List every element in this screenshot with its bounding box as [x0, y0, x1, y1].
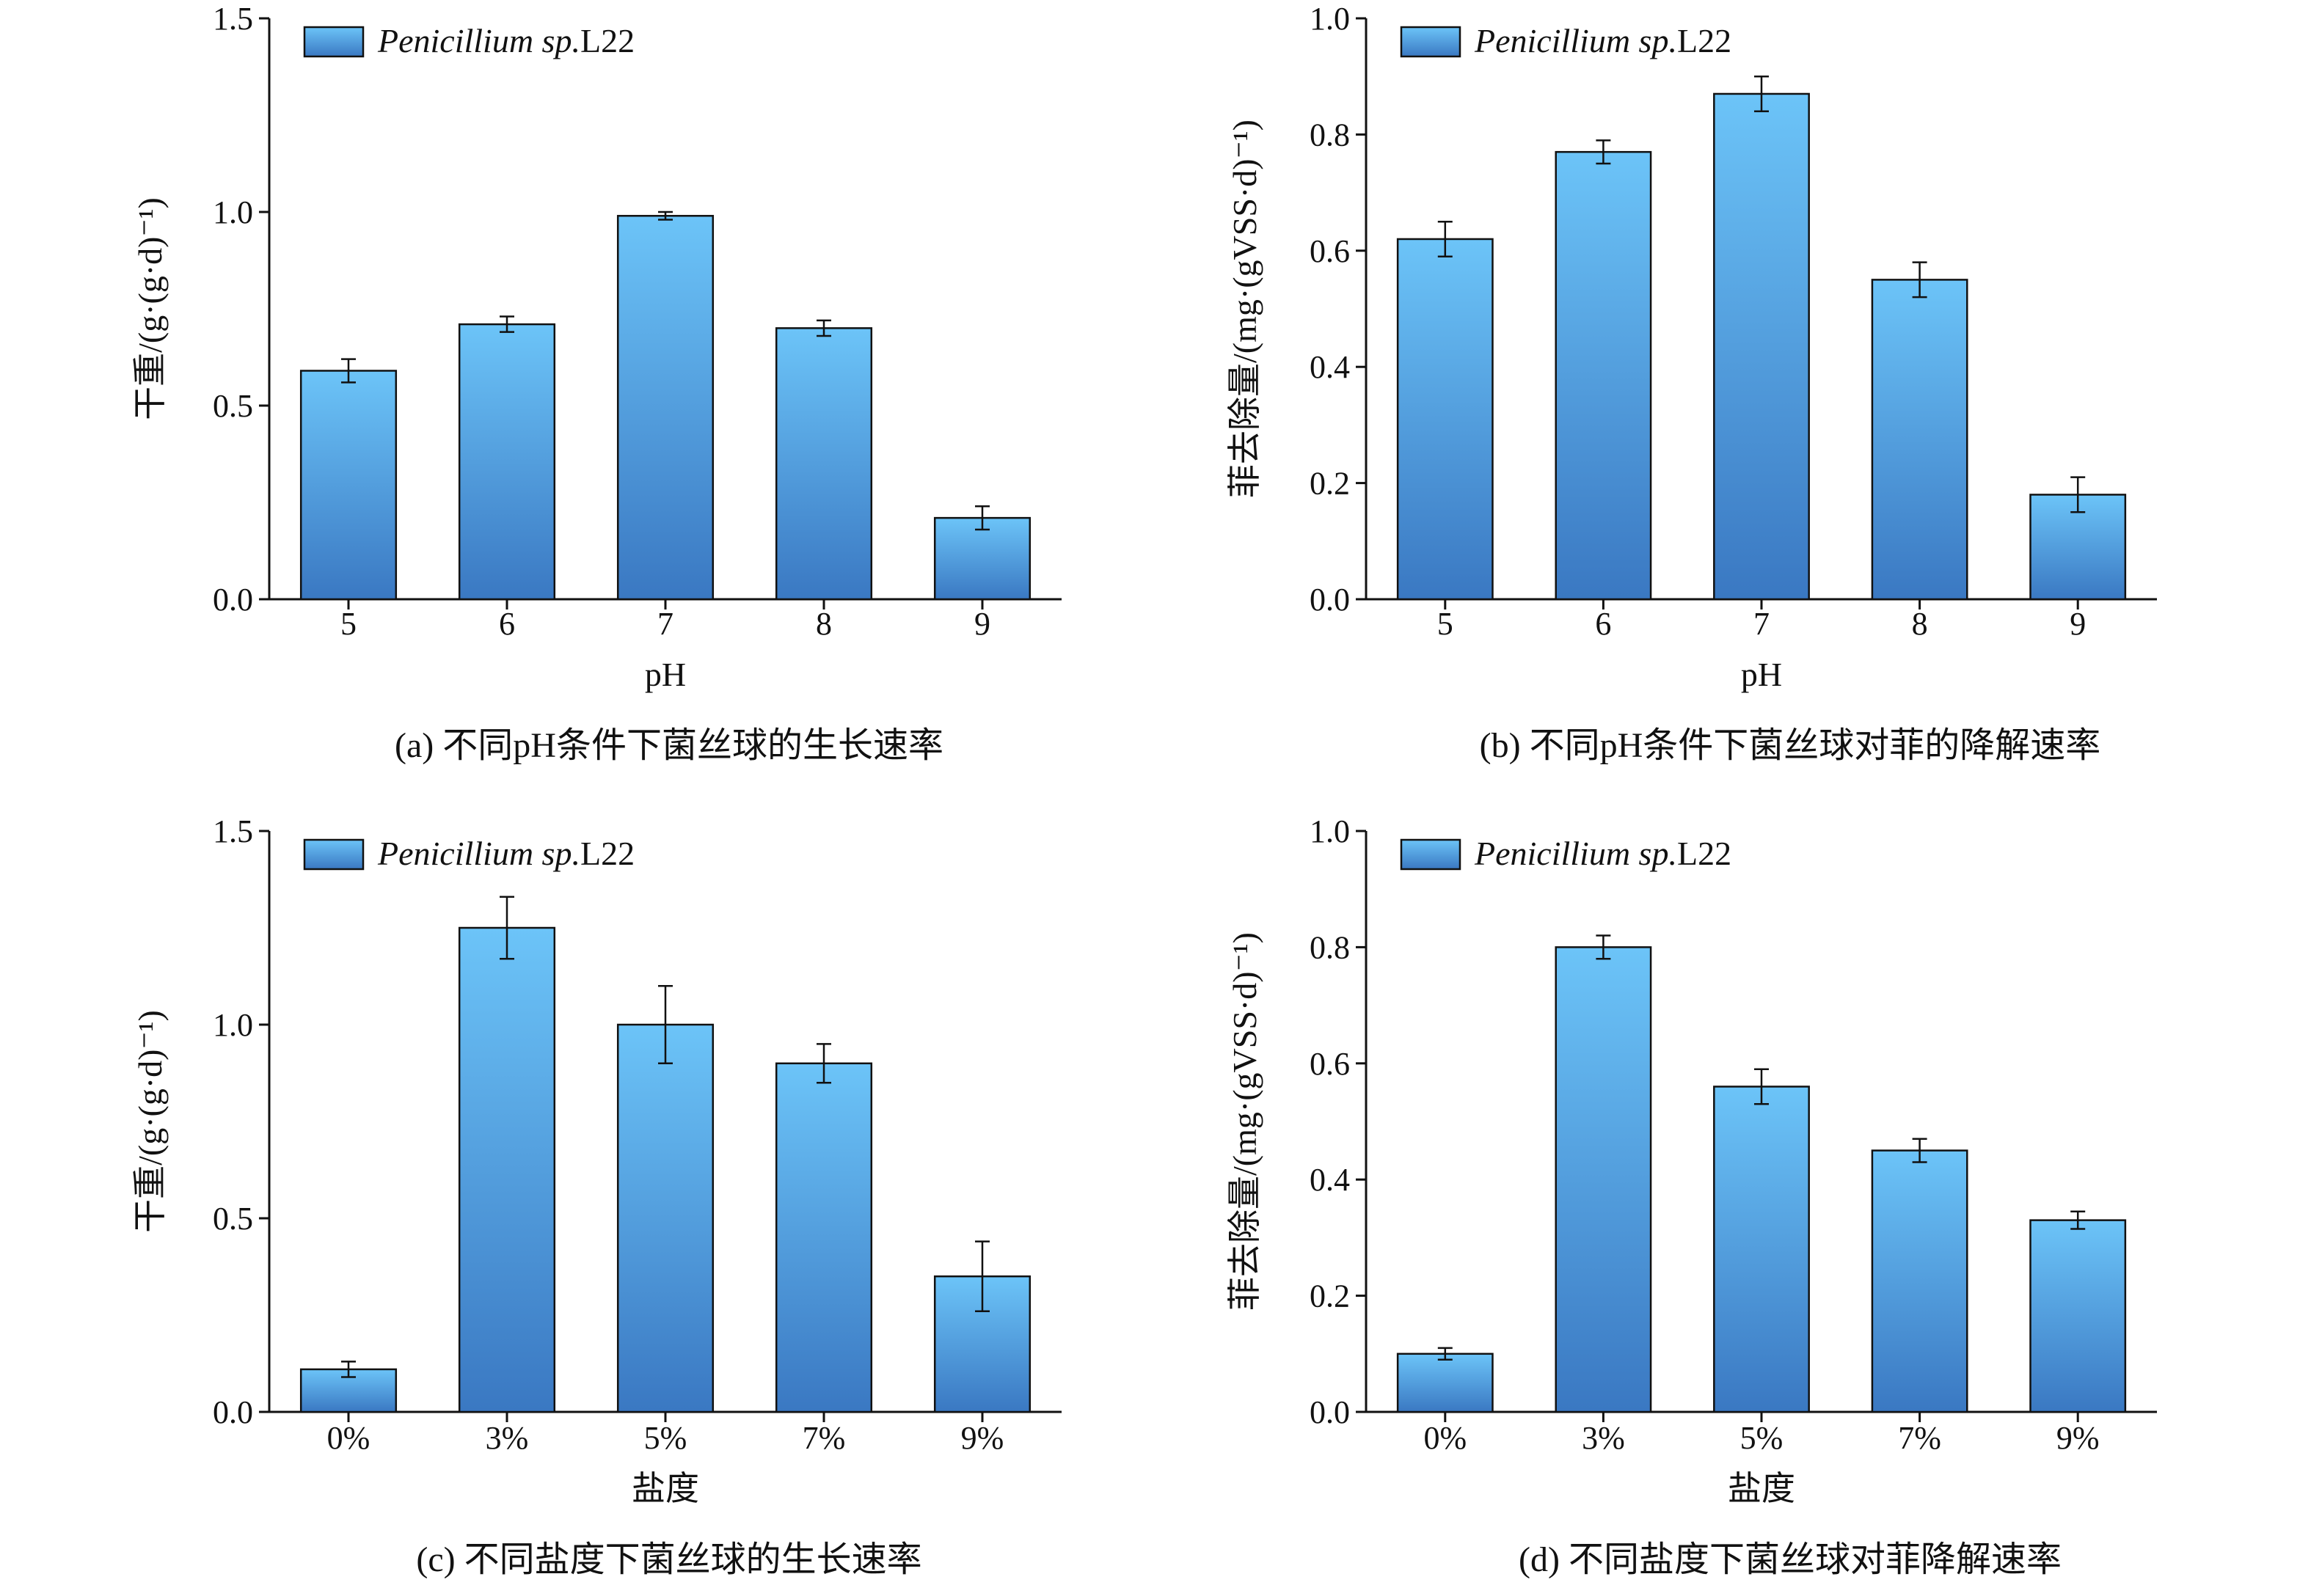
y-tick-label: 0.5	[213, 388, 253, 424]
x-tick-label: 9	[2070, 606, 2086, 642]
y-axis-title: 菲去除量/(mg·(gVSS·d)⁻¹)	[1226, 120, 1263, 498]
chart-panel-d: 0.0 0.2 0.4 0.6 0.8 1.0 0% 3% 5% 7% 9% 盐度 菲去除量/(mg·(…	[1226, 813, 2157, 1579]
x-tick-label: 5%	[644, 1420, 687, 1456]
y-tick-label: 0.6	[1310, 1046, 1350, 1082]
chart-caption: (d) 不同盐度下菌丝球对菲降解速率	[1519, 1540, 2062, 1579]
bar	[1871, 1149, 1968, 1413]
legend-label-italic: Penicillium sp.	[1474, 835, 1677, 872]
legend-label-italic: Penicillium sp.	[377, 22, 580, 59]
x-tick-label: 5%	[1740, 1420, 1784, 1456]
y-tick-label: 0.4	[1310, 349, 1350, 385]
y-tick-label: 0.0	[213, 1394, 253, 1430]
y-tick-label: 0.0	[213, 582, 253, 618]
legend-swatch	[1400, 26, 1461, 58]
y-axis-title: 干重/(g·(g·d)⁻¹)	[131, 1010, 169, 1233]
y-tick-label: 1.0	[213, 1007, 253, 1043]
x-tick-label: 5	[1437, 606, 1453, 642]
legend-label: Penicillium sp.L22	[377, 835, 635, 872]
bar	[299, 370, 398, 601]
chart-caption: (b) 不同pH条件下菌丝球对菲的降解速率	[1480, 726, 2101, 765]
x-tick-label: 0%	[1423, 1420, 1467, 1456]
x-tick-label: 7%	[803, 1420, 846, 1456]
legend-label-plain: L22	[1677, 22, 1731, 59]
bar	[1396, 1352, 1494, 1413]
legend-label: Penicillium sp.L22	[1474, 22, 1731, 59]
bar	[775, 327, 873, 601]
chart-panel-c: 0.0 0.5 1.0 1.5 0% 3% 5% 7% 9% 盐度 干重/(g·(g·d)⁻¹) Pe…	[131, 813, 1062, 1579]
y-tick-label: 0.4	[1310, 1162, 1350, 1198]
chart-panel-b: 0.0 0.2 0.4 0.6 0.8 1.0 5 6 7 8 9 pH 菲去除量/(mg·(gVSS·…	[1226, 1, 2157, 765]
bar	[1713, 92, 1810, 601]
bar	[775, 1062, 873, 1413]
bar	[1713, 1086, 1810, 1413]
legend-swatch	[303, 838, 365, 871]
bar	[616, 1023, 715, 1413]
y-tick-label: 0.2	[1310, 466, 1350, 502]
y-tick-label: 1.5	[213, 1, 253, 37]
legend-label: Penicillium sp.L22	[1474, 835, 1731, 872]
x-tick-label: 0%	[327, 1420, 370, 1456]
chart-caption: (a) 不同pH条件下菌丝球的生长速率	[395, 726, 943, 765]
bar	[1871, 279, 1968, 601]
x-tick-label: 3%	[1582, 1420, 1625, 1456]
y-tick-label: 1.0	[1310, 813, 1350, 849]
legend-swatch	[303, 26, 365, 58]
bar	[616, 215, 715, 601]
x-tick-label: 9%	[2056, 1420, 2100, 1456]
x-tick-label: 7	[1753, 606, 1770, 642]
legend-label-plain: L22	[580, 22, 635, 59]
x-tick-label: 9%	[961, 1420, 1004, 1456]
bar	[458, 323, 556, 601]
legend-label-plain: L22	[580, 835, 635, 872]
x-tick-label: 8	[816, 606, 832, 642]
bar	[2029, 1219, 2127, 1413]
x-tick-label: 7	[657, 606, 673, 642]
legend-swatch	[1400, 838, 1461, 871]
y-tick-label: 0.2	[1310, 1278, 1350, 1314]
legend-label: Penicillium sp.L22	[377, 22, 635, 59]
legend-label-italic: Penicillium sp.	[1474, 22, 1677, 59]
bar	[1555, 150, 1652, 601]
x-axis-title: pH	[645, 656, 686, 693]
y-tick-label: 1.0	[1310, 1, 1350, 37]
chart-panel-a: 0.0 0.5 1.0 1.5 5 6 7 8 9 pH 干重/(g·(g·d)⁻¹) Penicil…	[131, 1, 1062, 765]
legend-label-italic: Penicillium sp.	[377, 835, 580, 872]
x-axis-title: pH	[1741, 656, 1782, 693]
y-tick-label: 0.6	[1310, 233, 1350, 269]
bar	[1555, 946, 1652, 1413]
x-axis-title: 盐度	[632, 1470, 699, 1507]
y-tick-label: 1.0	[213, 194, 253, 230]
y-axis-title: 干重/(g·(g·d)⁻¹)	[131, 197, 169, 420]
bar	[458, 926, 556, 1413]
x-tick-label: 3%	[486, 1420, 529, 1456]
legend-label-plain: L22	[1677, 835, 1731, 872]
y-tick-label: 1.5	[213, 813, 253, 849]
y-tick-label: 0.0	[1310, 582, 1350, 618]
y-tick-label: 0.5	[213, 1201, 253, 1237]
x-tick-label: 5	[340, 606, 357, 642]
chart-caption: (c) 不同盐度下菌丝球的生长速率	[416, 1540, 921, 1579]
y-axis-title: 菲去除量/(mg·(gVSS·d)⁻¹)	[1226, 932, 1263, 1311]
bar	[1396, 238, 1494, 601]
x-axis-title: 盐度	[1728, 1470, 1795, 1507]
x-tick-label: 6	[499, 606, 515, 642]
y-tick-label: 0.8	[1310, 117, 1350, 153]
y-tick-label: 0.8	[1310, 929, 1350, 965]
x-tick-label: 7%	[1898, 1420, 1941, 1456]
x-tick-label: 8	[1912, 606, 1928, 642]
y-tick-label: 0.0	[1310, 1394, 1350, 1430]
x-tick-label: 6	[1595, 606, 1611, 642]
x-tick-label: 9	[974, 606, 990, 642]
